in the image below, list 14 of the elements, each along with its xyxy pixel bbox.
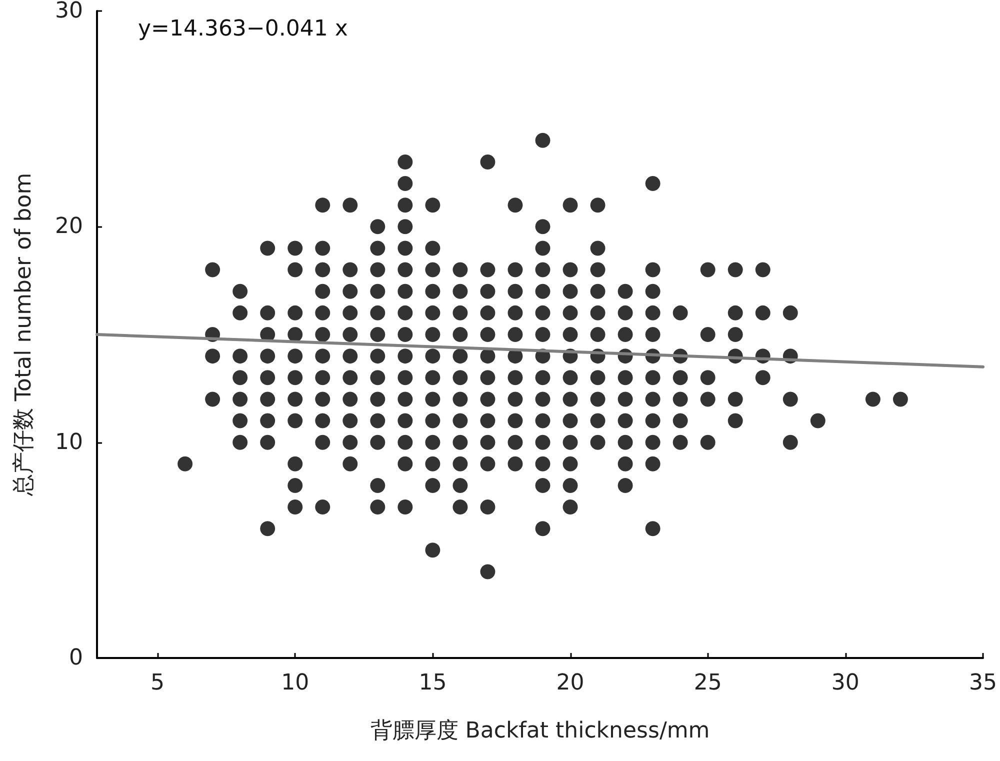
y-axis-title: 总产仔数 Total number of bom <box>12 172 36 498</box>
annotation: y=14.363−0.041 x <box>138 16 348 42</box>
x-tick-label: 30 <box>831 670 860 696</box>
x-tick-label: 20 <box>556 670 584 696</box>
x-tick-label: 25 <box>694 670 722 696</box>
x-tick-label: 15 <box>418 670 447 696</box>
y-tick-label: 30 <box>55 0 83 24</box>
x-tick-label: 10 <box>281 670 310 696</box>
y-tick-label: 10 <box>55 430 83 455</box>
y-tick-label: 0 <box>69 646 83 670</box>
y-tick-label: 20 <box>55 214 83 240</box>
x-axis-title: 背膘厚度 Backfat thickness/mm <box>370 718 710 744</box>
x-tick-label: 35 <box>969 670 998 696</box>
x-tick-label: 5 <box>150 670 165 696</box>
